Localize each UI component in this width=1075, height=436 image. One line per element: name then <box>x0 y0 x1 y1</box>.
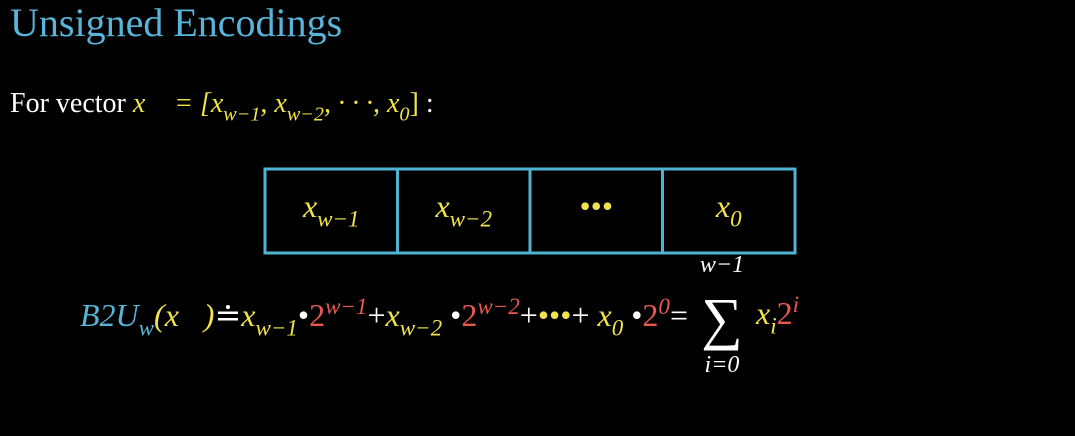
math-token: , x <box>260 88 287 119</box>
vector-box <box>263 167 797 255</box>
math-token: x <box>302 188 317 224</box>
math-token: x⃗ = [x <box>132 88 224 119</box>
math-token: : <box>419 88 434 119</box>
subscript: w−2 <box>287 103 324 125</box>
subscript: w−1 <box>317 206 359 232</box>
math-token: x <box>755 295 770 331</box>
math-token: x <box>385 297 400 333</box>
subscript: w−2 <box>400 315 443 341</box>
cell-content: xw−2 <box>434 188 492 232</box>
sum-term: xi2i <box>755 291 799 339</box>
math-token: x <box>434 188 449 224</box>
math-token: ≐ <box>214 297 241 333</box>
subscript: w <box>139 315 155 341</box>
math-token: ] <box>410 88 419 119</box>
superscript: w−2 <box>477 293 520 319</box>
superscript: 0 <box>658 293 670 319</box>
math-token: + <box>571 297 597 333</box>
cell-content: x0 <box>715 188 742 232</box>
slide-title: Unsigned Encodings <box>10 0 342 45</box>
subscript: 0 <box>730 206 742 232</box>
math-token: • <box>442 297 461 333</box>
math-token: + <box>368 297 386 333</box>
cell-content: xw−1 <box>302 188 360 232</box>
subscript: w−1 <box>255 315 297 341</box>
sum-symbol: ∑ <box>701 286 742 351</box>
math-token: , · · ·, x <box>324 88 400 119</box>
math-token: = <box>670 297 688 333</box>
math-token: x <box>715 188 730 224</box>
math-token: 2 <box>461 297 477 333</box>
math-token: ••• <box>579 188 613 224</box>
superscript: w−1 <box>325 293 367 319</box>
math-token: For vector <box>10 88 133 119</box>
superscript: i <box>793 291 799 317</box>
subscript: w−2 <box>450 206 493 232</box>
math-token: x <box>597 297 612 333</box>
math-token: 2 <box>777 295 793 331</box>
subscript: w−1 <box>223 103 260 125</box>
math-token: + <box>520 297 538 333</box>
math-token: 2 <box>309 297 325 333</box>
sum-upper: w−1 <box>700 252 744 278</box>
math-token: ••• <box>538 297 572 333</box>
subscript: 0 <box>612 315 624 341</box>
math-token: 2 <box>642 297 658 333</box>
math-token: • <box>623 297 642 333</box>
math-token: x <box>240 297 255 333</box>
intro-line: For vector x⃗ = [xw−1, xw−2, · · ·, x0] … <box>10 88 434 125</box>
subscript: 0 <box>399 103 409 125</box>
cell-content: ••• <box>579 188 613 224</box>
math-token: (x⃗) <box>154 297 214 333</box>
math-token: B2U <box>80 297 141 333</box>
formula: B2Uw(x⃗)≐xw−1•2w−1+xw−2 •2w−2+•••+ x0 •2… <box>80 293 688 341</box>
sum-lower: i=0 <box>705 352 740 378</box>
subscript: i <box>770 313 776 339</box>
math-token: • <box>298 297 309 333</box>
